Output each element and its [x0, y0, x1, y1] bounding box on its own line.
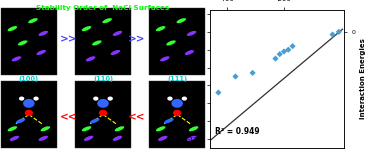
Ellipse shape [82, 126, 91, 131]
Ellipse shape [82, 26, 91, 31]
Circle shape [171, 99, 183, 108]
Text: (111): (111) [167, 76, 187, 82]
Bar [1, 81, 57, 148]
Circle shape [167, 97, 173, 101]
Point [330, 33, 336, 36]
Bar [149, 8, 205, 75]
Circle shape [182, 97, 187, 101]
Ellipse shape [185, 50, 194, 55]
Circle shape [23, 99, 35, 108]
Text: Stability Order of  NaCl Surfaces: Stability Order of NaCl Surfaces [36, 5, 170, 11]
Text: (100): (100) [19, 76, 39, 82]
Point [290, 45, 296, 47]
Ellipse shape [156, 126, 166, 131]
Text: (110): (110) [93, 76, 113, 82]
Ellipse shape [164, 118, 174, 123]
Ellipse shape [158, 136, 167, 141]
Text: R² = 0.949: R² = 0.949 [215, 127, 260, 136]
Ellipse shape [102, 18, 112, 23]
Ellipse shape [113, 136, 122, 141]
Circle shape [97, 99, 109, 108]
Circle shape [93, 97, 99, 101]
Y-axis label: Interaction Energies: Interaction Energies [359, 38, 366, 119]
Circle shape [33, 97, 39, 101]
Point [281, 50, 287, 53]
Text: <<: << [60, 113, 78, 123]
Ellipse shape [113, 31, 122, 36]
Ellipse shape [160, 56, 170, 61]
Ellipse shape [39, 136, 48, 141]
Ellipse shape [39, 31, 48, 36]
Ellipse shape [18, 40, 28, 45]
Bar [75, 81, 131, 148]
Bar [149, 81, 205, 148]
Ellipse shape [111, 50, 120, 55]
Ellipse shape [92, 40, 102, 45]
Text: >>: >> [128, 35, 146, 45]
Ellipse shape [8, 26, 17, 31]
Point [285, 48, 291, 51]
Point [273, 57, 279, 60]
Ellipse shape [189, 126, 198, 131]
Ellipse shape [8, 126, 17, 131]
Point [215, 91, 222, 94]
Point [232, 75, 239, 78]
Ellipse shape [187, 31, 196, 36]
Ellipse shape [156, 26, 166, 31]
Ellipse shape [40, 126, 50, 131]
Circle shape [99, 110, 107, 116]
Bar [1, 8, 57, 75]
Circle shape [19, 97, 24, 101]
Ellipse shape [36, 50, 46, 55]
Ellipse shape [115, 126, 124, 131]
Ellipse shape [84, 136, 93, 141]
Ellipse shape [187, 136, 196, 141]
Point [249, 72, 256, 74]
Bar [75, 8, 131, 75]
Ellipse shape [12, 56, 21, 61]
Circle shape [25, 110, 33, 116]
Text: <<: << [128, 113, 146, 123]
Ellipse shape [10, 136, 19, 141]
Circle shape [107, 97, 113, 101]
Ellipse shape [166, 40, 176, 45]
Ellipse shape [16, 118, 25, 123]
Point [336, 31, 342, 33]
Text: >>: >> [60, 35, 78, 45]
Point [277, 53, 283, 55]
Ellipse shape [86, 56, 95, 61]
Circle shape [173, 110, 181, 116]
Ellipse shape [90, 118, 99, 123]
Ellipse shape [177, 18, 186, 23]
Ellipse shape [28, 18, 38, 23]
